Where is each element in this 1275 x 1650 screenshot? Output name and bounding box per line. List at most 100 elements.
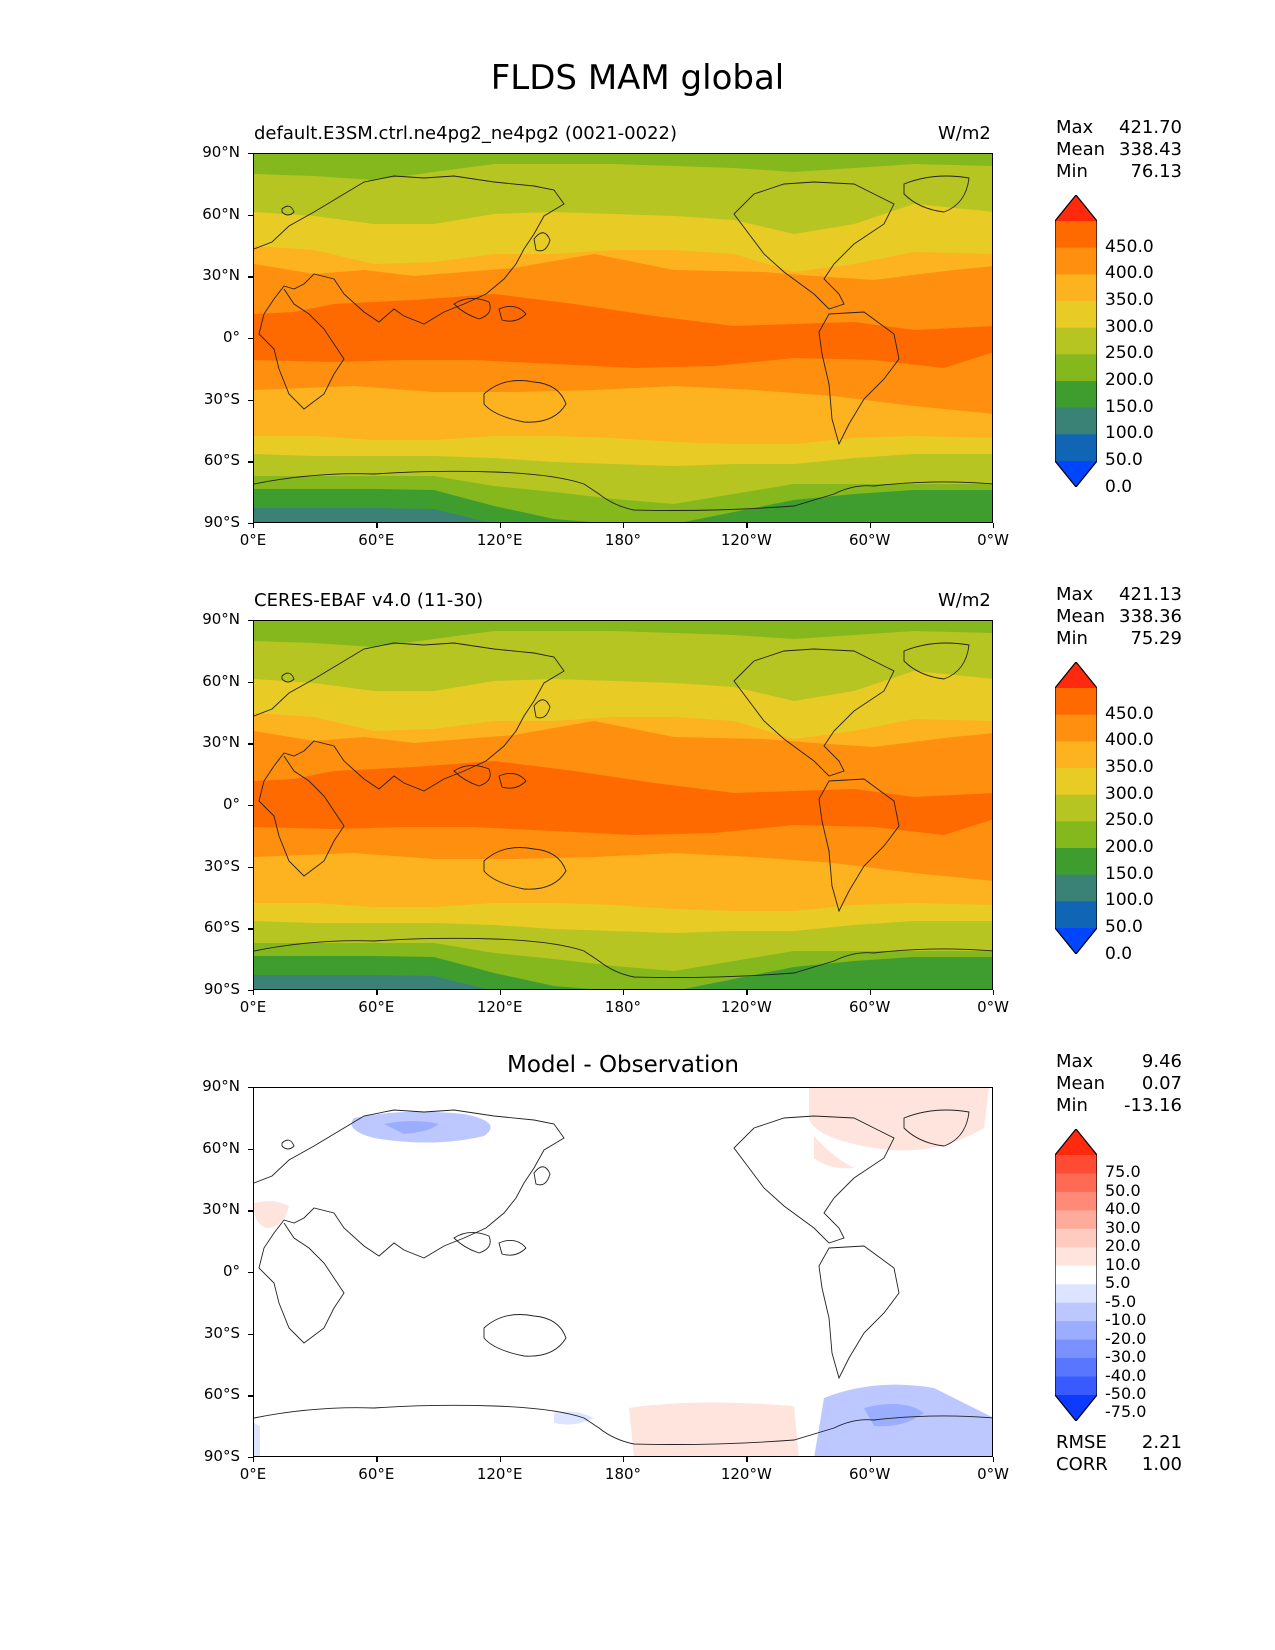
- stat-max-label: Max: [1056, 117, 1094, 138]
- colorbar-segment: [1055, 247, 1097, 275]
- x-tick-label: 120°W: [720, 1465, 772, 1483]
- x-tick-label: 0°W: [977, 531, 1009, 549]
- y-tick-label: 30°N: [202, 266, 240, 285]
- colorbar-tick-label: 200.0: [1105, 370, 1154, 390]
- y-tick-mark: [248, 399, 253, 401]
- coastline: [903, 642, 970, 680]
- difference-patch: [864, 1404, 924, 1427]
- difference-patch: [254, 1423, 260, 1456]
- colorbar-extend-max: [1055, 662, 1097, 688]
- y-tick-mark: [248, 681, 253, 683]
- y-tick-label: 60°N: [202, 1138, 240, 1157]
- panel-1-units: W/m2: [938, 123, 991, 144]
- corr-label: CORR: [1056, 1454, 1108, 1475]
- colorbar-tick-label: 250.0: [1105, 810, 1154, 831]
- stat-max-value: 421.70: [1119, 117, 1182, 138]
- x-tick-mark: [253, 1457, 255, 1462]
- coastline: [453, 1232, 491, 1254]
- y-tick-label: 90°S: [203, 513, 240, 531]
- x-tick-label: 60°E: [358, 1465, 395, 1483]
- x-tick-label: 0°E: [239, 998, 267, 1016]
- colorbar-tick-label: 20.0: [1105, 1236, 1141, 1256]
- coastline: [483, 1314, 567, 1357]
- coastline: [733, 1115, 895, 1244]
- colorbar-tick-label: 0.0: [1105, 476, 1133, 497]
- colorbar-tick-label: 250.0: [1105, 343, 1154, 364]
- colorbar-segment: [1055, 407, 1097, 435]
- stat-mean-value: 0.07: [1141, 1073, 1182, 1094]
- stat-min-label: Min: [1056, 161, 1088, 182]
- y-tick-mark: [248, 523, 253, 525]
- difference-patch: [809, 1088, 989, 1151]
- coastline: [818, 778, 900, 913]
- coastline: [818, 1245, 900, 1380]
- colorbar-segment: [1055, 821, 1097, 849]
- contour-band: [254, 975, 486, 989]
- colorbar-tick-label: 450.0: [1105, 236, 1154, 257]
- x-tick-mark: [253, 990, 255, 995]
- stat-mean-label: Mean: [1056, 139, 1106, 160]
- difference-patch: [254, 1201, 289, 1228]
- y-tick-mark: [248, 743, 253, 745]
- x-tick-label: 60°E: [358, 531, 395, 549]
- panel-2-stats: Max 421.13 Mean 338.36 Min 75.29: [1056, 584, 1182, 650]
- y-tick-mark: [248, 866, 253, 868]
- x-tick-mark: [993, 1457, 995, 1462]
- colorbar-extend-max: [1055, 195, 1097, 221]
- colorbar-tick-label: 350.0: [1105, 290, 1154, 310]
- stat-mean-label: Mean: [1056, 1073, 1106, 1094]
- panel-2-units: W/m2: [938, 590, 991, 611]
- x-tick-mark: [993, 523, 995, 528]
- y-tick-label: 0°: [222, 1262, 240, 1280]
- y-tick-label: 30°N: [202, 1200, 240, 1219]
- x-tick-mark: [499, 523, 501, 528]
- colorbar-segment: [1055, 381, 1097, 409]
- colorbar-tick-label: -20.0: [1105, 1328, 1147, 1348]
- colorbar-tick-label: 100.0: [1105, 423, 1154, 444]
- colorbar-segment: [1055, 1191, 1097, 1211]
- x-tick-label: 0°E: [239, 1465, 267, 1483]
- x-tick-label: 60°E: [358, 998, 395, 1016]
- colorbar-segment: [1055, 874, 1097, 902]
- stat-max-value: 421.13: [1119, 584, 1182, 605]
- colorbar-tick-label: 350.0: [1105, 757, 1154, 777]
- x-tick-mark: [869, 1457, 871, 1462]
- colorbar-tick-label: 450.0: [1105, 703, 1154, 724]
- corr-value: 1.00: [1141, 1454, 1182, 1475]
- y-tick-label: 0°: [222, 328, 240, 346]
- colorbar-segment: [1055, 768, 1097, 796]
- coastline: [453, 298, 491, 320]
- colorbar-segment: [1055, 1376, 1097, 1396]
- colorbar-segment: [1055, 274, 1097, 302]
- colorbar-tick-label: -40.0: [1105, 1365, 1147, 1385]
- colorbar-segment: [1055, 1228, 1097, 1248]
- x-tick-label: 0°W: [977, 1465, 1009, 1483]
- stat-max-value: 9.46: [1141, 1051, 1182, 1072]
- flds-obs-map: [254, 621, 992, 989]
- figure-title: FLDS MAM global: [490, 58, 785, 98]
- coastline: [281, 205, 295, 216]
- x-tick-label: 120°W: [720, 531, 772, 549]
- colorbar-segment: [1055, 221, 1097, 249]
- x-tick-label: 0°E: [239, 531, 267, 549]
- y-tick-mark: [248, 620, 253, 622]
- coastline: [533, 699, 551, 719]
- y-tick-mark: [248, 805, 253, 807]
- x-tick-mark: [869, 990, 871, 995]
- stat-mean-label: Mean: [1056, 606, 1106, 627]
- y-tick-label: 90°S: [203, 1447, 240, 1465]
- x-tick-mark: [993, 990, 995, 995]
- rmse-value: 2.21: [1141, 1432, 1182, 1453]
- y-tick-mark: [248, 153, 253, 155]
- colorbar-tick-label: -30.0: [1105, 1347, 1147, 1367]
- panel-2-colorbar: [1055, 662, 1097, 954]
- y-tick-mark: [248, 1457, 253, 1459]
- x-tick-mark: [869, 523, 871, 528]
- panel-1-map: [253, 153, 993, 523]
- colorbar-tick-label: 75.0: [1105, 1162, 1141, 1182]
- x-tick-label: 60°W: [848, 531, 891, 549]
- colorbar-segment: [1055, 714, 1097, 742]
- stat-min-value: 75.29: [1130, 628, 1182, 649]
- x-tick-mark: [746, 523, 748, 528]
- colorbar-segment: [1055, 1321, 1097, 1341]
